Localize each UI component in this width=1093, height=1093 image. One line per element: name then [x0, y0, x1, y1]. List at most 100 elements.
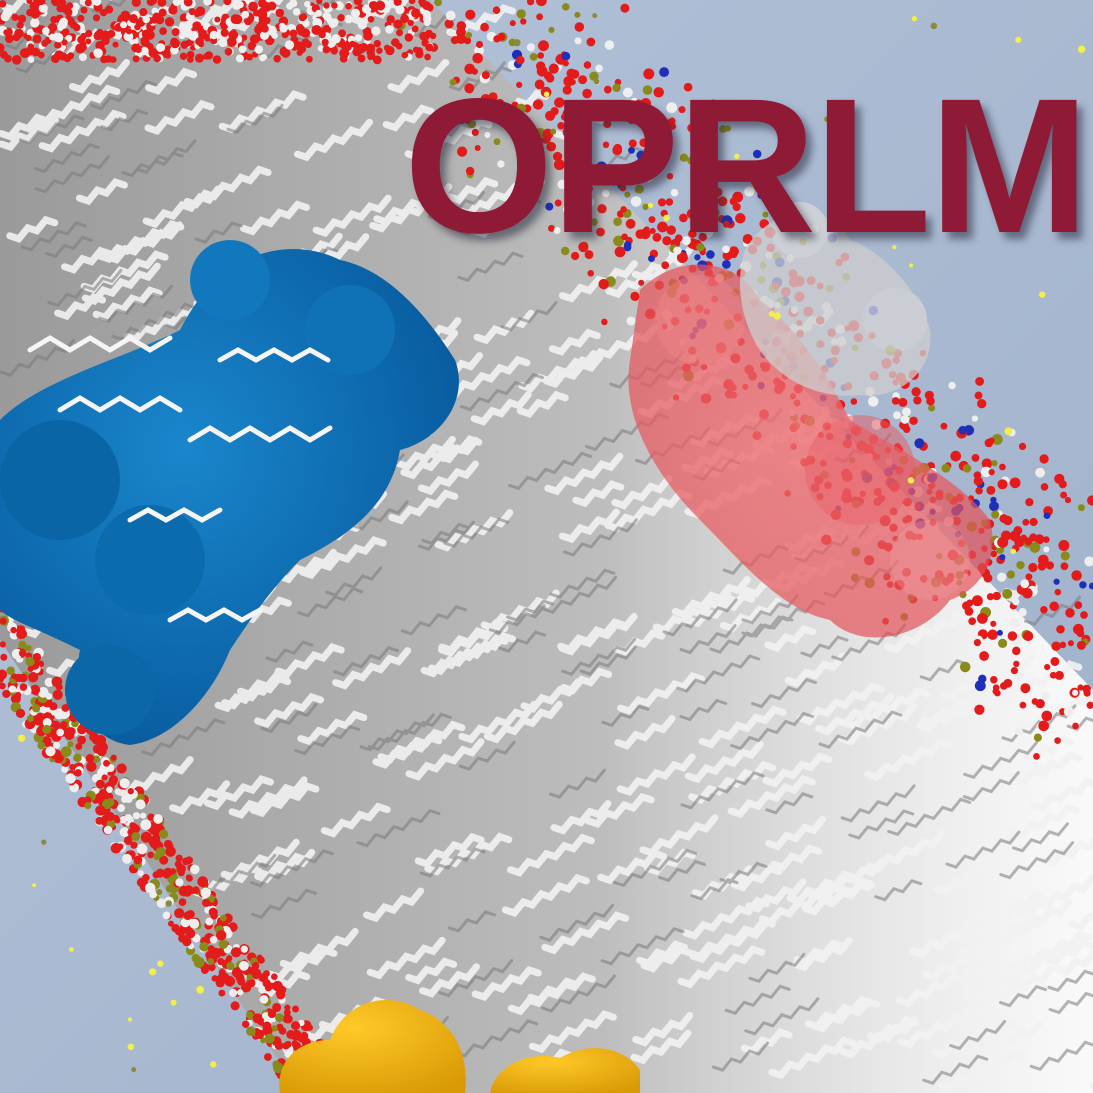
headgroup-atom: [0, 50, 8, 59]
headgroup-atom: [134, 23, 141, 31]
lipid-tail: [1067, 911, 1093, 931]
headgroup-atom: [105, 5, 114, 14]
headgroup-atom: [11, 13, 19, 21]
lipid-tail: [428, 631, 516, 676]
headgroup-atom: [636, 158, 645, 166]
lipid-tail: [457, 197, 542, 236]
headgroup-atom: [140, 819, 152, 831]
headgroup-atom: [673, 246, 682, 255]
headgroup-atom: [253, 9, 260, 17]
headgroup-atom: [304, 0, 311, 8]
headgroup-atom: [893, 411, 901, 420]
headgroup-atom: [445, 10, 456, 21]
lipid-tail: [719, 861, 768, 885]
headgroup-atom: [582, 88, 592, 99]
headgroup-atom: [257, 956, 265, 964]
lipid-tail: [400, 605, 467, 636]
headgroup-atom: [69, 20, 78, 29]
headgroup-atom: [722, 220, 730, 228]
headgroup-atom: [994, 689, 1001, 697]
headgroup-atom: [687, 123, 696, 133]
headgroup-atom: [584, 250, 594, 260]
ion: [909, 263, 914, 268]
lipid-tail: [387, 59, 449, 94]
lipid-tail: [919, 659, 968, 682]
headgroup-atom: [566, 198, 573, 205]
headgroup-atom: [0, 0, 7, 8]
oprlm-title: OPRLM: [404, 58, 1089, 273]
headgroup-atom: [114, 817, 121, 824]
lipid-tail: [630, 1029, 692, 1065]
headgroup-atom: [302, 19, 310, 28]
headgroup-atom: [61, 765, 69, 773]
headgroup-atom: [37, 741, 46, 750]
headgroup-atom: [1043, 512, 1051, 520]
headgroup-atom: [456, 146, 468, 157]
lipid-tail: [458, 740, 516, 771]
headgroup-atom: [762, 211, 769, 218]
headgroup-atom: [538, 40, 549, 52]
headgroup-atom: [59, 720, 68, 729]
headgroup-atom: [42, 724, 52, 734]
headgroup-atom: [570, 251, 580, 261]
headgroup-atom: [444, 19, 454, 29]
lipid-tail: [921, 937, 1010, 981]
headgroup-atom: [959, 661, 971, 673]
headgroup-atom: [702, 206, 713, 216]
lipid-tail: [111, 302, 196, 342]
lipid-tail: [405, 957, 458, 985]
ion: [911, 16, 918, 22]
headgroup-atom: [84, 796, 92, 804]
lipid-tail: [194, 221, 243, 244]
headgroup-atom: [622, 87, 633, 98]
headgroup-atom: [419, 0, 428, 8]
lipid-tail: [688, 760, 777, 804]
headgroup-atom: [909, 416, 918, 426]
headgroup-atom: [975, 486, 983, 495]
headgroup-atom: [613, 143, 623, 153]
lipid-tail: [428, 191, 485, 222]
lipid-tail: [221, 674, 292, 710]
headgroup-atom: [1084, 556, 1093, 567]
lipid-tail: [61, 246, 113, 274]
headgroup-atom: [171, 27, 180, 37]
headgroup-atom: [585, 197, 595, 207]
headgroup-atom: [386, 15, 395, 24]
headgroup-atom: [92, 14, 101, 22]
headgroup-atom: [744, 186, 755, 197]
headgroup-atom: [279, 22, 286, 29]
headgroup-atom: [166, 848, 175, 856]
headgroup-atom: [159, 27, 167, 35]
headgroup-atom: [56, 4, 64, 13]
lipid-tail: [544, 452, 624, 496]
lipid-tail: [765, 815, 827, 851]
lipid-tail: [730, 711, 815, 751]
headgroup-atom: [264, 1053, 272, 1061]
headgroup-atom: [1074, 601, 1083, 609]
lipid-tail: [226, 103, 284, 135]
headgroup-atom: [142, 873, 150, 882]
headgroup-atom: [694, 172, 704, 181]
headgroup-atom: [8, 685, 17, 693]
headgroup-atom: [991, 460, 998, 467]
headgroup-atom: [587, 270, 594, 277]
headgroup-atom: [1077, 504, 1085, 512]
headgroup-atom: [449, 78, 457, 86]
headgroup-atom: [986, 593, 995, 601]
headgroup-atom: [45, 693, 53, 700]
headgroup-atom: [666, 102, 678, 114]
headgroup-atom: [0, 11, 10, 22]
lipid-tail: [764, 624, 817, 652]
headgroup-atom: [999, 554, 1006, 561]
headgroup-atom: [241, 982, 252, 993]
headgroup-atom: [1067, 640, 1074, 647]
protein-yellow: [279, 1000, 640, 1093]
headgroup-atom: [71, 2, 80, 12]
headgroup-atom: [1029, 517, 1038, 527]
headgroup-atom: [652, 232, 662, 242]
headgroup-atom: [191, 22, 200, 30]
lipid-tail: [527, 977, 580, 1005]
lipid-tail: [658, 859, 706, 883]
headgroup-atom: [562, 205, 571, 214]
